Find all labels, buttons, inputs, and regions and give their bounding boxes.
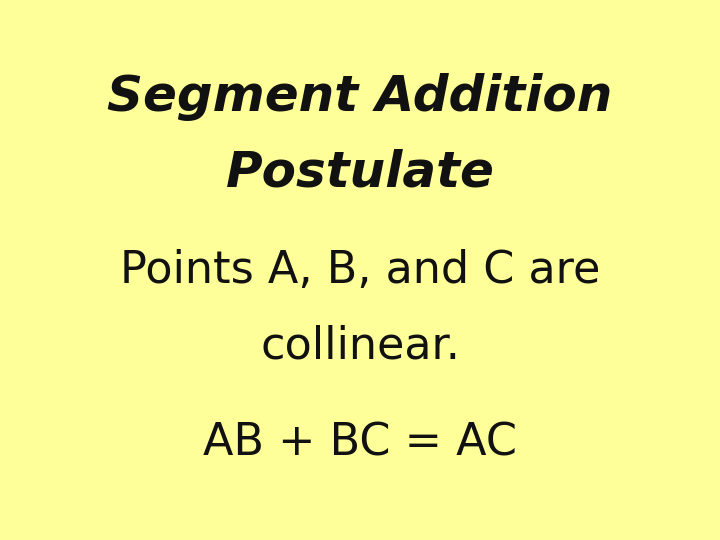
Text: AB + BC = AC: AB + BC = AC [203,421,517,464]
Text: Points A, B, and C are: Points A, B, and C are [120,248,600,292]
Text: Postulate: Postulate [225,149,495,197]
Text: collinear.: collinear. [260,324,460,367]
Text: Segment Addition: Segment Addition [107,73,613,121]
